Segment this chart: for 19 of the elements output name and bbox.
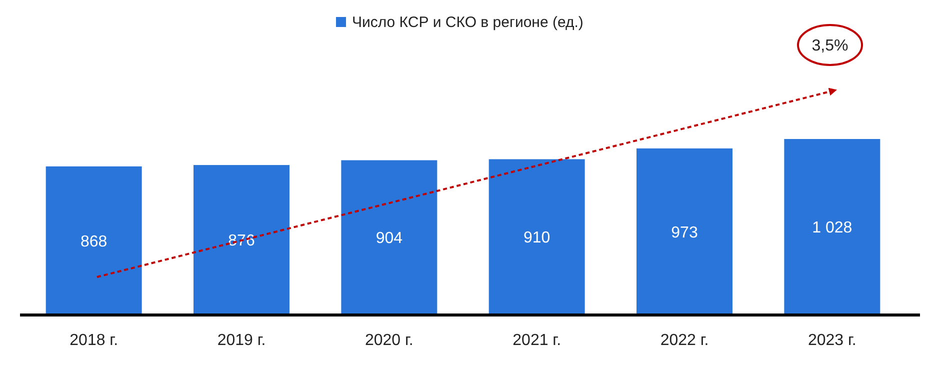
x-tick-label: 2023 г. (808, 332, 856, 349)
x-tick-label: 2018 г. (70, 332, 118, 349)
data-label: 904 (376, 230, 403, 248)
data-label: 868 (80, 233, 108, 250)
x-tick-label: 2022 г. (660, 332, 709, 349)
bar (46, 166, 142, 315)
bar (488, 159, 585, 315)
bar (636, 148, 732, 315)
x-tick-label: 2020 г. (364, 332, 414, 349)
bar (784, 139, 880, 315)
x-tick-label: 2019 г. (217, 332, 266, 349)
data-label: 910 (523, 230, 550, 247)
data-label: 1 028 (812, 220, 852, 237)
bar (341, 160, 438, 315)
data-label: 973 (671, 224, 698, 242)
bar (194, 165, 290, 315)
text: 3,5% (812, 38, 848, 55)
x-tick-label: 2021 г. (512, 332, 562, 349)
legend-label: Число КСР и СКО в регионе (ед.) (352, 14, 584, 31)
